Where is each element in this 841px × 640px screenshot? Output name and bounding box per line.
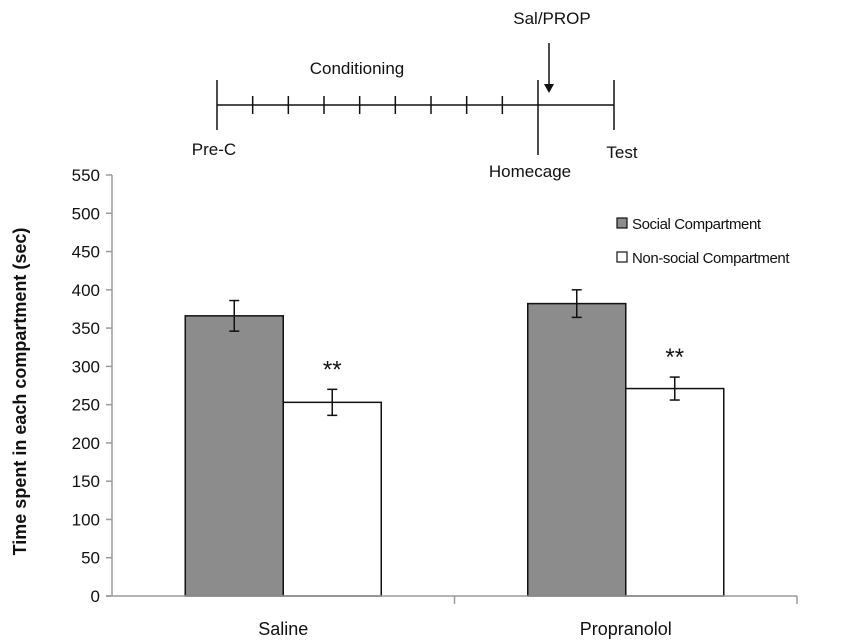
timeline-ticks	[251, 96, 504, 114]
y-tick-label: 300	[72, 357, 100, 376]
bars: ** **	[184, 289, 725, 597]
y-tick-label: 200	[72, 434, 100, 453]
sal-prop-label: Sal/PROP	[513, 9, 590, 28]
y-tick-label: 100	[72, 510, 100, 529]
legend: Social Compartment Non-social Compartment	[616, 216, 791, 267]
y-tick-label: 0	[91, 587, 100, 606]
bar-chart: 0 50 100 150 200 250 300 350 400 450 500 550 ** ** S…	[10, 166, 798, 639]
bar-nonsocial	[282, 401, 382, 597]
bar-social	[527, 302, 627, 597]
significance-marker: **	[323, 356, 342, 383]
y-tick-label: 50	[81, 549, 100, 568]
significance-marker: **	[665, 344, 684, 371]
y-tick-label: 150	[72, 472, 100, 491]
timeline: Conditioning Sal/PROP Pre-C Homecage Tes…	[192, 9, 638, 181]
y-tick-label: 350	[72, 319, 100, 338]
legend-swatch	[616, 217, 628, 229]
y-axis-title: Time spent in each compartment (sec)	[10, 228, 30, 556]
y-tick-label: 550	[72, 166, 100, 185]
homecage-label: Homecage	[489, 162, 571, 181]
injection-arrow-head	[544, 84, 554, 93]
legend-label: Social Compartment	[632, 216, 762, 233]
y-tick-label: 250	[72, 396, 100, 415]
category-label: Saline	[258, 619, 308, 639]
conditioning-label: Conditioning	[310, 59, 405, 78]
legend-swatch	[616, 251, 628, 263]
y-axis-ticks: 0 50 100 150 200 250 300 350 400 450 500 550	[72, 166, 112, 606]
category-label: Propranolol	[580, 619, 672, 639]
prec-label: Pre-C	[192, 140, 236, 159]
bar-nonsocial	[625, 387, 725, 597]
bar-social	[184, 315, 284, 597]
test-label: Test	[606, 143, 637, 162]
y-tick-label: 400	[72, 281, 100, 300]
y-tick-label: 450	[72, 243, 100, 262]
x-axis: Saline Propranolol	[258, 596, 798, 639]
legend-label: Non-social Compartment	[632, 250, 790, 267]
y-tick-label: 500	[72, 204, 100, 223]
